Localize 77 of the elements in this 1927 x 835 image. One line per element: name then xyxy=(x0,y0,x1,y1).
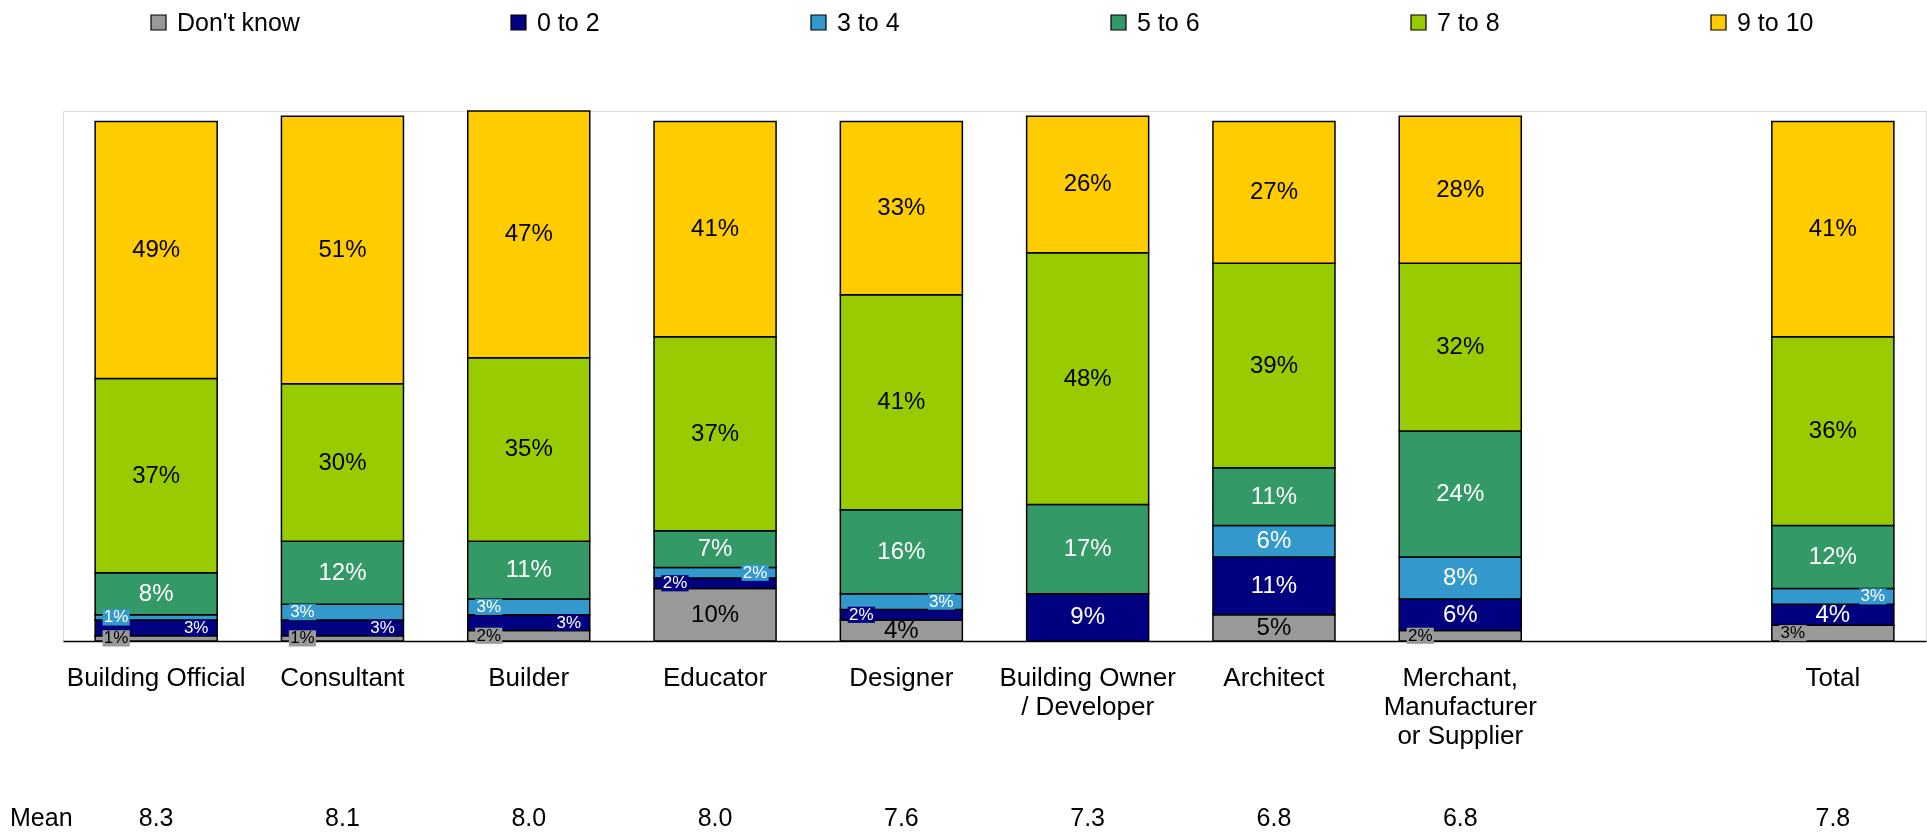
data-label: 49% xyxy=(132,235,181,263)
x-tick-label: Architect xyxy=(1223,661,1326,692)
text: 7.6 xyxy=(883,803,919,831)
x-tick-label: Building Owner / Developer xyxy=(999,661,1177,721)
data-label: 51% xyxy=(318,235,367,263)
data-label: 2% xyxy=(662,573,688,593)
data-label: 1% xyxy=(290,628,315,648)
data-label: 37% xyxy=(691,418,740,446)
legend-label: 7 to 8 xyxy=(1437,7,1500,36)
data-label: 24% xyxy=(1436,479,1485,507)
x-tick-label: Merchant, Manufacturer or Supplier xyxy=(1383,661,1538,750)
data-label: 1% xyxy=(103,628,129,648)
data-label: 5% xyxy=(1256,612,1292,640)
text: 6.8 xyxy=(1256,803,1292,831)
x-tick-label: Total xyxy=(1805,661,1861,692)
data-label: 3% xyxy=(370,617,395,637)
data-label: 7% xyxy=(697,534,733,562)
data-label: 17% xyxy=(1063,534,1112,562)
data-label: 3% xyxy=(183,617,209,637)
data-label: 27% xyxy=(1249,177,1298,205)
data-label: 47% xyxy=(504,219,553,247)
data-label: 16% xyxy=(877,536,926,564)
data-label: 37% xyxy=(132,460,181,488)
text: 8.0 xyxy=(697,803,733,831)
x-tick-label: Consultant xyxy=(280,661,406,692)
data-label: 30% xyxy=(318,447,367,475)
text: 7.8 xyxy=(1815,803,1851,831)
data-label: 3% xyxy=(290,602,315,622)
data-label: 36% xyxy=(1808,416,1857,444)
text: 8.1 xyxy=(325,803,360,831)
legend-label: 9 to 10 xyxy=(1737,7,1814,36)
data-label: 11% xyxy=(1250,481,1298,509)
data-label: 26% xyxy=(1063,169,1112,197)
data-label: 2% xyxy=(476,625,502,645)
data-label: 41% xyxy=(1808,214,1857,242)
data-label: 3% xyxy=(1860,586,1886,606)
legend-label: 0 to 2 xyxy=(537,7,600,36)
data-label: 11% xyxy=(1250,570,1298,598)
legend-label: Don't know xyxy=(177,7,301,36)
data-label: 2% xyxy=(742,562,768,582)
data-label: 3% xyxy=(556,612,582,632)
data-label: 12% xyxy=(318,557,367,585)
data-label: 33% xyxy=(877,193,926,221)
data-label: 1% xyxy=(103,607,129,627)
data-label: 8% xyxy=(1442,563,1478,591)
data-label: 4% xyxy=(884,615,919,643)
data-label: 10% xyxy=(691,599,740,627)
legend-label: 3 to 4 xyxy=(837,7,900,36)
data-label: 12% xyxy=(1808,542,1857,570)
data-label: 28% xyxy=(1436,174,1485,202)
text: 6.8 xyxy=(1442,803,1478,831)
x-tick-label: Builder xyxy=(488,661,570,692)
data-label: 41% xyxy=(691,214,740,242)
data-label: 3% xyxy=(476,596,502,616)
data-label: 41% xyxy=(877,387,926,415)
legend-label: 5 to 6 xyxy=(1137,7,1200,36)
text: 7.3 xyxy=(1070,803,1106,831)
data-label: 39% xyxy=(1249,350,1298,378)
data-label: 2% xyxy=(849,604,874,624)
text: 8.3 xyxy=(138,803,174,831)
data-label: 35% xyxy=(504,434,553,462)
data-label: 3% xyxy=(929,591,954,611)
data-label: 2% xyxy=(1407,625,1433,645)
text: Mean xyxy=(10,803,73,831)
x-tick-label: Educator xyxy=(663,661,768,692)
data-label: 6% xyxy=(1256,526,1292,554)
data-label: 3% xyxy=(1780,623,1806,643)
data-label: 6% xyxy=(1442,599,1478,627)
data-label: 32% xyxy=(1436,332,1485,360)
data-label: 4% xyxy=(1815,599,1851,627)
data-label: 48% xyxy=(1063,363,1112,391)
x-tick-label: Building Official xyxy=(66,661,246,692)
x-tick-label: Designer xyxy=(849,661,954,692)
data-label: 8% xyxy=(138,578,174,606)
data-label: 11% xyxy=(505,555,552,583)
text: 8.0 xyxy=(511,803,547,831)
data-label: 9% xyxy=(1070,602,1105,630)
